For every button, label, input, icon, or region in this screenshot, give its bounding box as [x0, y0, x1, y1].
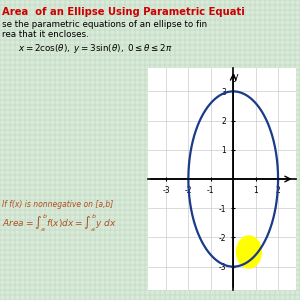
Text: $x = 2\cos(\theta),\ y = 3\sin(\theta),\ 0 \leq \theta \leq 2\pi$: $x = 2\cos(\theta),\ y = 3\sin(\theta),\… [18, 42, 173, 55]
Text: rea that it encloses.: rea that it encloses. [2, 30, 89, 39]
Text: If f(x) is nonnegative on [a,b]: If f(x) is nonnegative on [a,b] [2, 200, 113, 209]
Circle shape [237, 236, 261, 268]
Text: Area  of an Ellipse Using Parametric Equati: Area of an Ellipse Using Parametric Equa… [2, 7, 245, 17]
Text: $\mathit{Area} = \int_a^b f(x)dx = \int_a^b y\ dx$: $\mathit{Area} = \int_a^b f(x)dx = \int_… [2, 212, 117, 234]
Text: se the parametric equations of an ellipse to fin: se the parametric equations of an ellips… [2, 20, 207, 29]
Text: y: y [233, 72, 239, 82]
